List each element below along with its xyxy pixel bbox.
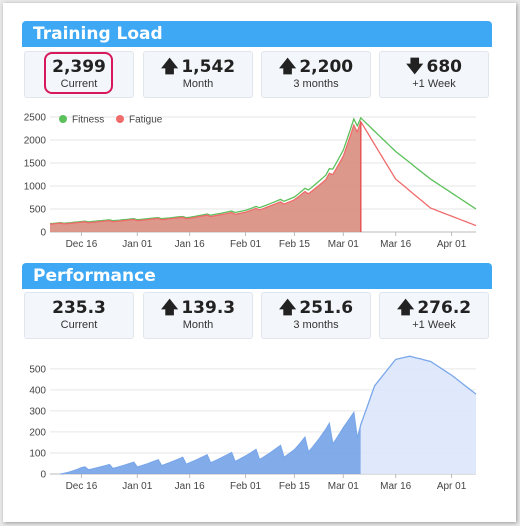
load-x-tick-label: Jan 16 xyxy=(175,239,205,250)
arrow-up-icon: 🡅 xyxy=(160,298,179,318)
load-x-tick-label: Feb 15 xyxy=(279,239,311,250)
training-load-week-label: +1 Week xyxy=(412,78,456,90)
training-load-title: Training Load xyxy=(33,24,163,44)
training-load-current-value: 2,399 xyxy=(52,57,106,77)
perf-x-tick-label: Apr 01 xyxy=(437,481,467,492)
performance-3months-label: 3 months xyxy=(293,319,339,331)
performance-month-value: 139.3 xyxy=(181,298,236,318)
performance-header: Performance xyxy=(22,263,492,289)
training-load-month-label: Month xyxy=(182,78,214,90)
performance-chart: 0 100 200 300 400 500 Dec 16 Jan 01 Jan 16 Feb 01… xyxy=(29,355,477,492)
training-load-week-value: 680 xyxy=(426,57,462,77)
performance-month-card[interactable]: 🡅 139.3 Month xyxy=(143,292,253,339)
perf-y-tick-label: 100 xyxy=(29,448,46,459)
load-y-tick-label: 1500 xyxy=(24,159,47,170)
performance-current-label: Current xyxy=(60,319,98,331)
load-x-tick-label: Feb 01 xyxy=(230,239,262,250)
legend-fitness-marker xyxy=(59,115,67,123)
training-load-3months-label: 3 months xyxy=(293,78,339,90)
performance-stats: 235.3 Current 🡅 139.3 Month 🡅 251.6 3 mont… xyxy=(24,292,492,339)
training-load-current-label: Current xyxy=(60,78,98,90)
perf-x-tick-label: Feb 01 xyxy=(230,481,262,492)
perf-y-tick-label: 200 xyxy=(29,427,46,438)
load-x-tick-label: Apr 01 xyxy=(437,239,467,250)
performance-current-value: 235.3 xyxy=(52,298,106,318)
training-load-3months-card[interactable]: 🡅 2,200 3 months xyxy=(261,51,371,98)
load-x-tick-label: Dec 16 xyxy=(66,239,98,250)
perf-y-tick-label: 400 xyxy=(29,385,46,396)
load-y-tick-label: 1000 xyxy=(24,182,47,193)
performance-current-card[interactable]: 235.3 Current xyxy=(24,292,134,339)
performance-3months-card[interactable]: 🡅 251.6 3 months xyxy=(261,292,371,339)
performance-line xyxy=(60,355,477,475)
performance-month-label: Month xyxy=(182,319,214,331)
training-load-chart: 0 500 1000 1500 2000 2500 Dec 16 Jan 01 Jan 16 Fe… xyxy=(24,113,477,250)
arrow-down-icon: 🡇 xyxy=(406,57,424,77)
training-load-current-card[interactable]: 2,399 Current xyxy=(24,51,134,98)
training-load-month-value: 1,542 xyxy=(181,57,236,77)
perf-x-tick-label: Mar 01 xyxy=(328,481,360,492)
perf-x-tick-label: Mar 16 xyxy=(380,481,412,492)
current-value-highlight xyxy=(44,52,113,94)
perf-x-tick-label: Jan 01 xyxy=(122,481,152,492)
performance-week-value: 276.2 xyxy=(417,298,472,318)
perf-y-tick-label: 0 xyxy=(40,470,46,481)
perf-x-tick-label: Feb 15 xyxy=(279,481,311,492)
arrow-up-icon: 🡅 xyxy=(396,298,415,318)
fitness-line xyxy=(49,116,477,225)
load-y-tick-label: 2500 xyxy=(24,113,47,124)
arrow-up-icon: 🡅 xyxy=(278,298,297,318)
load-x-tick-label: Mar 16 xyxy=(380,239,412,250)
perf-x-tick-label: Jan 16 xyxy=(175,481,205,492)
performance-week-label: +1 Week xyxy=(412,319,456,331)
training-load-stats: 2,399 Current 🡅 1,542 Month 🡅 2,200 3 mont… xyxy=(24,51,492,98)
perf-y-tick-label: 500 xyxy=(29,364,46,375)
performance-forecast-area xyxy=(360,356,476,474)
perf-x-tick-label: Dec 16 xyxy=(66,481,98,492)
fatigue-line xyxy=(49,120,477,227)
performance-area xyxy=(60,412,361,474)
training-load-month-card[interactable]: 🡅 1,542 Month xyxy=(143,51,253,98)
load-y-tick-label: 0 xyxy=(40,228,46,239)
training-load-week-card[interactable]: 🡇 680 +1 Week xyxy=(379,51,489,98)
legend-fitness-label: Fitness xyxy=(72,115,104,126)
load-y-tick-label: 500 xyxy=(29,205,46,216)
performance-title: Performance xyxy=(33,266,156,286)
perf-y-tick-label: 300 xyxy=(29,406,46,417)
performance-week-card[interactable]: 🡅 276.2 +1 Week xyxy=(379,292,489,339)
arrow-up-icon: 🡅 xyxy=(160,57,179,77)
fatigue-area xyxy=(50,121,361,232)
legend-fatigue-marker xyxy=(116,115,124,123)
performance-3months-value: 251.6 xyxy=(299,298,354,318)
legend-fatigue-label: Fatigue xyxy=(129,115,163,126)
load-y-tick-label: 2000 xyxy=(24,136,47,147)
load-x-tick-label: Jan 01 xyxy=(122,239,152,250)
training-load-header: Training Load xyxy=(22,21,492,47)
training-load-3months-value: 2,200 xyxy=(299,57,354,77)
load-x-tick-label: Mar 01 xyxy=(328,239,360,250)
arrow-up-icon: 🡅 xyxy=(278,57,297,77)
